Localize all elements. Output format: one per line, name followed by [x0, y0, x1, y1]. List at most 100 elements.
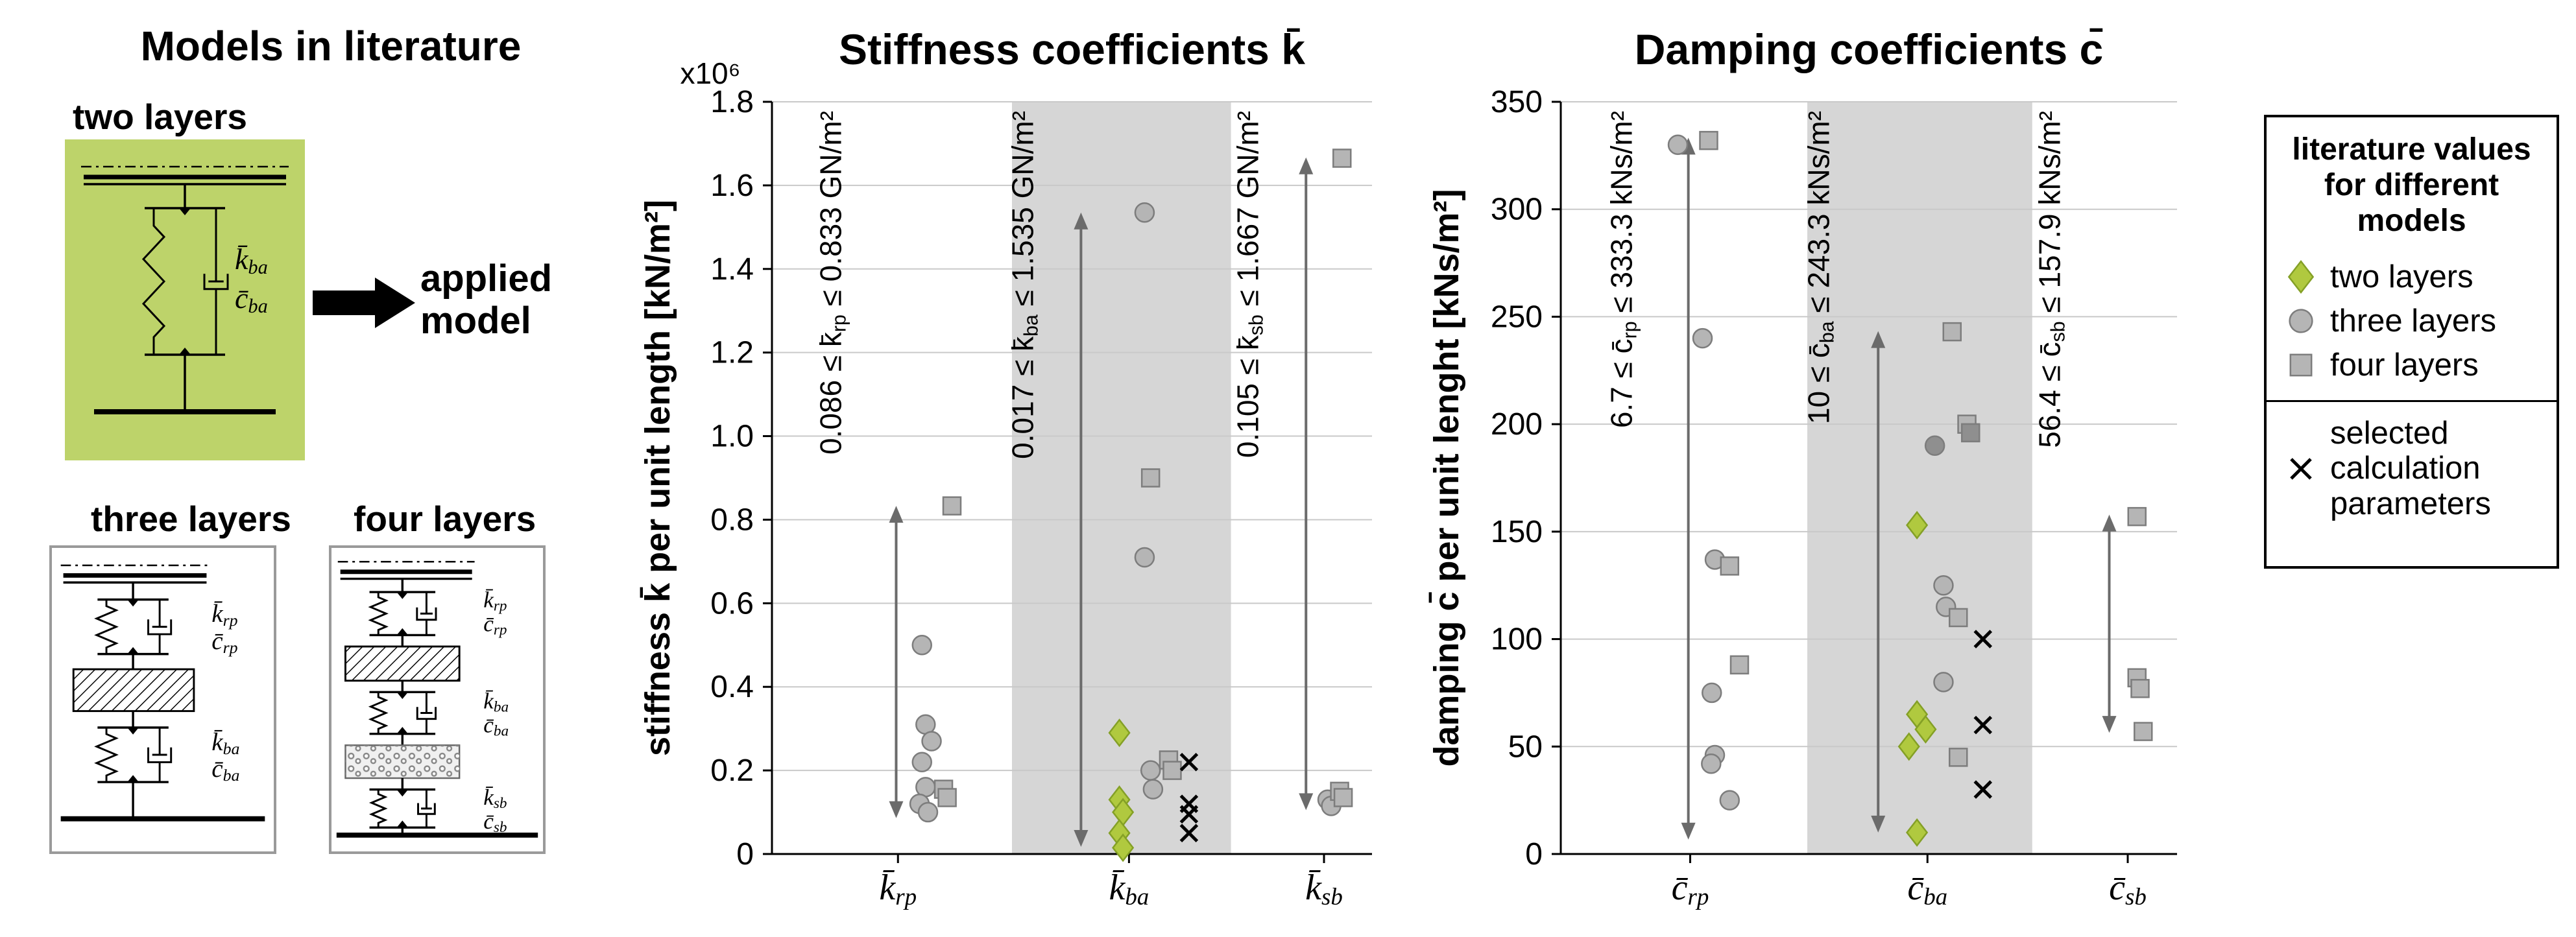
- square-marker: [2289, 353, 2313, 377]
- square-marker: [1162, 761, 1182, 780]
- sleeper-block: [72, 668, 195, 713]
- param-label: c̄ba: [211, 755, 239, 785]
- legend-selected-label: selected calculation parameters: [2330, 415, 2491, 522]
- range-arrowhead-bottom: [1681, 822, 1696, 840]
- y-tick-label: 200: [1491, 407, 1543, 442]
- param-label: c̄ba: [483, 713, 509, 740]
- range-annotation: 56.4 ≤ c̄sb ≤ 157.9 kNs/m²: [2033, 111, 2069, 448]
- y-tick-label: 50: [1508, 729, 1543, 764]
- circle-marker: [1692, 327, 1713, 349]
- y-tick-label: 300: [1491, 193, 1543, 227]
- four-layers-label: four layers: [354, 499, 536, 539]
- param-label: k̄rp: [483, 587, 507, 614]
- circle-marker: [1719, 790, 1740, 811]
- highlight-band: [1807, 102, 2032, 854]
- joint-node: [396, 592, 409, 599]
- param-label: k̄ba: [483, 689, 509, 716]
- y-tick-label: 100: [1491, 623, 1543, 657]
- x-marker: [1179, 805, 1199, 824]
- square-marker: [937, 788, 957, 807]
- param-label: c̄rp: [483, 611, 507, 639]
- square-marker: [1961, 423, 1980, 443]
- damper-symbol: [147, 747, 173, 763]
- diamond-marker: [1112, 833, 1135, 862]
- square-marker: [2130, 679, 2150, 698]
- circle-marker: [911, 752, 932, 772]
- legend-item-three-layers: three layers: [2282, 302, 2547, 340]
- circle-marker: [1924, 435, 1945, 457]
- spring-symbol: [368, 592, 389, 635]
- y-tick-label: 0.4: [710, 670, 754, 704]
- joint-node: [179, 208, 191, 215]
- two-layers-label: two layers: [73, 97, 248, 137]
- y-tick-label: 1.6: [710, 169, 754, 203]
- y-tick-label: 150: [1491, 515, 1543, 549]
- applied-model-label: applied model: [420, 257, 553, 342]
- legend-marker: [2289, 353, 2313, 377]
- legend-item-selected-parameters: selected calculation parameters: [2282, 416, 2547, 523]
- chart-title: Damping coefficients c̄: [1635, 25, 2104, 73]
- y-tick-label: 1.4: [710, 252, 754, 287]
- param-label: c̄sb: [483, 809, 507, 836]
- joint-node: [179, 348, 191, 355]
- x-category-label: c̄ba: [1907, 868, 1947, 910]
- param-label: c̄ba: [235, 281, 268, 317]
- range-arrowhead-top: [889, 506, 904, 523]
- x-marker: [1973, 630, 1993, 648]
- param-label: c̄rp: [211, 627, 237, 657]
- square-marker: [1949, 608, 1968, 628]
- square-marker: [942, 496, 962, 516]
- circle-marker: [921, 731, 942, 752]
- x-marker: [1179, 824, 1199, 843]
- range-arrowhead-bottom: [2102, 716, 2117, 733]
- circle-marker: [1702, 682, 1722, 704]
- x-category-label: k̄sb: [1305, 868, 1343, 910]
- square-marker: [1949, 748, 1968, 767]
- legend-marker: [2290, 458, 2312, 480]
- legend-item-label: four layers: [2330, 347, 2479, 383]
- square-marker: [1332, 148, 1352, 168]
- three-layers-marker-icon: [2282, 302, 2320, 340]
- y-tick-label: 0: [736, 837, 754, 872]
- spring-symbol: [141, 208, 166, 355]
- chart-title: Stiffness coefficients k̄: [839, 25, 1305, 73]
- range-annotation: 0.105 ≤ k̄sb ≤ 1.667 GN/m²: [1231, 111, 1267, 458]
- range-arrowhead-bottom: [1074, 830, 1089, 848]
- range-arrowhead-bottom: [889, 801, 904, 818]
- x-category-label: c̄rp: [1672, 868, 1709, 910]
- arrow-shape: [313, 278, 415, 328]
- param-label: k̄rp: [211, 600, 237, 630]
- range-arrowhead-top: [1299, 157, 1314, 174]
- y-tick-label: 1.2: [710, 336, 754, 370]
- x-category-label: c̄sb: [2109, 868, 2147, 910]
- range-annotation: 10 ≤ c̄ba ≤ 243.3 kNs/m²: [1801, 111, 1838, 424]
- y-tick-label: 0.8: [710, 503, 754, 537]
- range-arrowhead-bottom: [1299, 793, 1314, 811]
- y-axis-label: stiffness k̄ per unit length [kN/m²]: [638, 200, 677, 756]
- joint-node: [127, 599, 139, 607]
- sleeper-block: [344, 645, 461, 682]
- circle-marker: [1933, 672, 1954, 693]
- y-tick-label: 0.6: [710, 586, 754, 621]
- y-tick-label: 0: [1525, 837, 1543, 872]
- diamond-marker: [1897, 732, 1920, 761]
- diamond-marker: [2287, 259, 2315, 294]
- applied-model-arrow-icon: [313, 278, 415, 328]
- y-tick-label: 1.8: [710, 85, 754, 119]
- y-tick-label: 250: [1491, 300, 1543, 334]
- diamond-marker: [1906, 510, 1929, 540]
- square-marker: [2134, 722, 2153, 741]
- spring-symbol: [368, 692, 389, 734]
- circle-marker: [1134, 202, 1155, 223]
- three-layers-schematic: k̄rpc̄rp k̄bac̄ba: [49, 545, 276, 854]
- four-layers-marker-icon: [2282, 346, 2320, 384]
- square-marker: [1699, 130, 1718, 150]
- y-tick-label: 0.2: [710, 753, 754, 788]
- range-annotation: 0.017 ≤ k̄ba ≤ 1.535 GN/m²: [1005, 111, 1042, 459]
- circle-marker: [1933, 575, 1954, 596]
- panel-title: Models in literature: [140, 23, 522, 69]
- joint-node: [127, 775, 139, 783]
- legend-item-four-layers: four layers: [2282, 346, 2547, 384]
- y-tick-label: 350: [1491, 85, 1543, 119]
- joint-node: [396, 820, 409, 828]
